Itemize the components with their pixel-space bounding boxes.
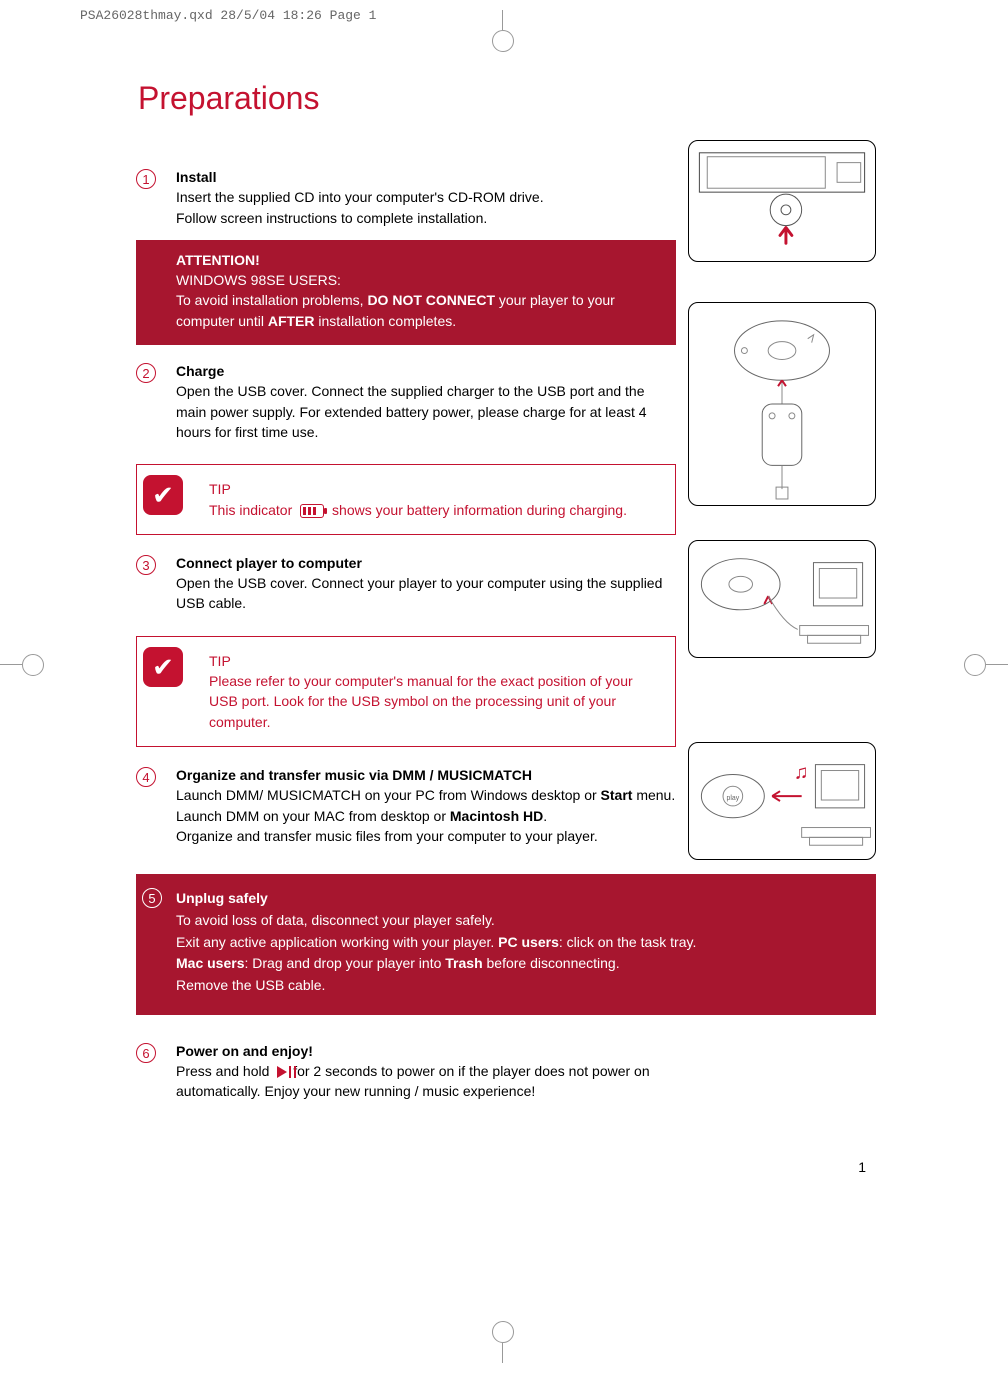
- text-bold: Mac users: [176, 955, 244, 971]
- step-text: Remove the USB cable.: [176, 975, 862, 997]
- step-text: Open the USB cover. Connect your player …: [176, 573, 672, 614]
- registration-mark-bottom: [464, 1323, 544, 1363]
- registration-mark-right: [958, 644, 1008, 684]
- text-bold: DO NOT CONNECT: [367, 292, 495, 308]
- page-number: 1: [858, 1159, 866, 1175]
- step-charge: 2 Charge Open the USB cover. Connect the…: [136, 361, 876, 442]
- step-title-charge: Charge: [176, 361, 672, 381]
- text-bold: AFTER: [268, 313, 315, 329]
- step-power-on: 6 Power on and enjoy! Press and hold for…: [136, 1041, 876, 1102]
- registration-mark-left: [0, 644, 50, 684]
- registration-mark-top: [464, 10, 544, 50]
- checkmark-icon: ✔: [143, 647, 183, 687]
- step-text: Open the USB cover. Connect the supplied…: [176, 381, 672, 442]
- attention-text: To avoid installation problems, DO NOT C…: [176, 290, 662, 331]
- print-header: PSA26028thmay.qxd 28/5/04 18:26 Page 1: [80, 8, 376, 23]
- attention-box: ATTENTION! WINDOWS 98SE USERS: To avoid …: [136, 240, 676, 345]
- tip-label: TIP: [209, 651, 661, 671]
- step-text: Follow screen instructions to complete i…: [176, 208, 672, 228]
- tip-label: TIP: [209, 479, 661, 499]
- step-number-4: 4: [136, 767, 156, 787]
- unplug-box: 5 Unplug safely To avoid loss of data, d…: [136, 874, 876, 1014]
- step-text: Launch DMM on your MAC from desktop or M…: [176, 806, 686, 826]
- text: Launch DMM/ MUSICMATCH on your PC from W…: [176, 787, 601, 803]
- text: : click on the task tray.: [559, 934, 696, 950]
- step-number-2: 2: [136, 363, 156, 383]
- tip-text: Please refer to your computer's manual f…: [209, 671, 661, 732]
- text: before disconnecting.: [483, 955, 620, 971]
- text: Launch DMM on your MAC from desktop or: [176, 808, 450, 824]
- step-text: Launch DMM/ MUSICMATCH on your PC from W…: [176, 785, 686, 805]
- step-connect: 3 Connect player to computer Open the US…: [136, 553, 876, 614]
- step-number-5: 5: [142, 888, 162, 908]
- step-title-organize: Organize and transfer music via DMM / MU…: [176, 765, 686, 785]
- text: : Drag and drop your player into: [244, 955, 445, 971]
- tip-text: This indicator shows your battery inform…: [209, 500, 661, 520]
- step-text: Insert the supplied CD into your compute…: [176, 187, 672, 207]
- play-pause-icon: [277, 1066, 287, 1078]
- battery-icon: [300, 504, 324, 518]
- step-title-connect: Connect player to computer: [176, 553, 672, 573]
- text-bold: Start: [601, 787, 633, 803]
- step-organize: 4 Organize and transfer music via DMM / …: [136, 765, 876, 846]
- text-bold: Macintosh HD: [450, 808, 543, 824]
- text: Press and hold: [176, 1063, 273, 1079]
- step-number-6: 6: [136, 1043, 156, 1063]
- text-bold: PC users: [498, 934, 559, 950]
- step-number-3: 3: [136, 555, 156, 575]
- text: Exit any active application working with…: [176, 934, 498, 950]
- text: menu.: [632, 787, 675, 803]
- step-title-unplug: Unplug safely: [176, 888, 862, 910]
- step-install: 1 Install Insert the supplied CD into yo…: [136, 167, 876, 228]
- step-text: To avoid loss of data, disconnect your p…: [176, 910, 862, 932]
- text: shows your battery information during ch…: [332, 502, 627, 518]
- text: .: [543, 808, 547, 824]
- step-text: Exit any active application working with…: [176, 932, 862, 954]
- step-number-1: 1: [136, 169, 156, 189]
- step-title-install: Install: [176, 167, 672, 187]
- step-text: Mac users: Drag and drop your player int…: [176, 953, 862, 975]
- step-text: Press and hold for 2 seconds to power on…: [176, 1061, 672, 1102]
- page-title: Preparations: [138, 80, 876, 117]
- text-bold: Trash: [445, 955, 482, 971]
- attention-title: ATTENTION!: [176, 250, 662, 270]
- attention-text: WINDOWS 98SE USERS:: [176, 270, 662, 290]
- text: installation completes.: [315, 313, 457, 329]
- step-title-power: Power on and enjoy!: [176, 1041, 672, 1061]
- page-content: Preparations: [136, 80, 876, 1111]
- step-text: Organize and transfer music files from y…: [176, 826, 686, 846]
- tip-box-battery: ✔ TIP This indicator shows your battery …: [136, 464, 676, 535]
- text: To avoid installation problems,: [176, 292, 367, 308]
- text: This indicator: [209, 502, 296, 518]
- tip-box-usb: ✔ TIP Please refer to your computer's ma…: [136, 636, 676, 747]
- checkmark-icon: ✔: [143, 475, 183, 515]
